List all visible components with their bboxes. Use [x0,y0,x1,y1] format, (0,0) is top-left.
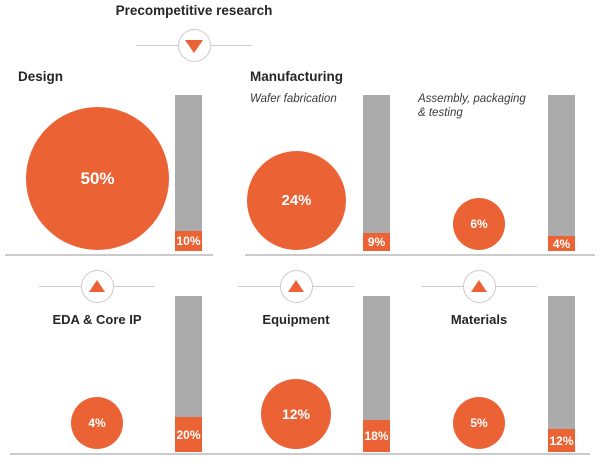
up-arrow-icon [80,269,114,303]
manufacturing-heading: Manufacturing [250,69,343,84]
eda-core-ip-heading: EDA & Core IP [52,312,142,327]
bar-assembly-testing: 4% [548,95,575,251]
bar-value-label: 10% [176,234,201,248]
bar-value-label: 12% [549,433,574,448]
bubble-value-label: 24% [281,192,312,209]
equipment-arrow-node [238,269,354,303]
bubble-assembly-testing: 6% [453,198,505,250]
materials-arrow-node [421,269,537,303]
bubble-design: 50% [26,107,169,250]
baseline-manufacturing [245,254,595,256]
divider-line [39,285,81,287]
design-heading: Design [18,69,64,84]
baseline-bottom [10,453,590,455]
precompetitive-arrow-node [136,28,252,62]
bar-fill-design: 10% [175,231,202,251]
bubble-value-label: 50% [80,168,115,188]
divider-line [312,285,354,287]
divider-line [113,285,155,287]
divider-line [421,285,463,287]
materials-heading: Materials [450,312,508,327]
equipment-heading: Equipment [262,312,330,327]
baseline-design [5,254,213,256]
bar-fill-eda-core-ip: 20% [175,417,202,452]
bar-value-label: 4% [552,236,571,251]
bar-fill-materials: 12% [548,429,575,452]
bubble-value-label: 6% [470,217,488,231]
bar-value-label: 9% [367,235,386,249]
divider-line [210,44,252,46]
bar-fill-assembly-testing: 4% [548,236,575,251]
bubble-wafer-fabrication: 24% [247,151,346,250]
bubble-materials: 5% [453,397,505,449]
bar-wafer-fabrication: 9% [363,95,390,251]
up-arrow-icon [279,269,313,303]
divider-line [495,285,537,287]
bar-value-label: 18% [364,429,389,443]
assembly-packaging-testing-subheading: Assembly, packaging & testing [418,93,526,120]
bubble-eda-core-ip: 4% [71,397,123,449]
divider-line [136,44,178,46]
bar-value-label: 20% [176,427,201,442]
up-arrow-icon [462,269,496,303]
bar-eda-core-ip: 20% [175,296,202,452]
precompetitive-research-label: Precompetitive research [115,3,273,18]
bar-materials: 12% [548,296,575,452]
bubble-value-label: 12% [281,406,311,422]
down-arrow-icon [177,28,211,62]
bar-equipment: 18% [363,296,390,452]
bubble-equipment: 12% [261,379,331,449]
eda-arrow-node [39,269,155,303]
bar-fill-equipment: 18% [363,420,390,452]
wafer-fabrication-subheading: Wafer fabrication [250,93,337,105]
divider-line [238,285,280,287]
bar-design: 10% [175,95,202,251]
bubble-value-label: 4% [88,416,106,430]
bar-fill-wafer-fabrication: 9% [363,233,390,251]
bubble-value-label: 5% [470,416,488,430]
